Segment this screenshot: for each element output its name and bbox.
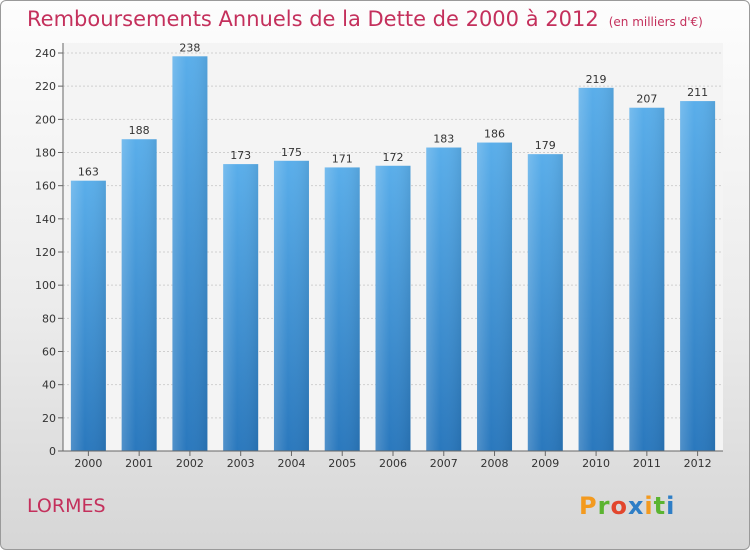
y-tick-label: 60	[42, 346, 56, 359]
bar-shade	[578, 87, 614, 451]
bar-shade	[629, 107, 665, 451]
proxiti-logo[interactable]: Proxiti	[579, 492, 675, 520]
data-label: 173	[230, 149, 251, 162]
data-label: 175	[281, 146, 302, 159]
y-tick-label: 200	[35, 113, 56, 126]
chart-unit-note: (en milliers d'€)	[608, 15, 703, 29]
logo-letter: i	[666, 492, 676, 520]
logo-letter: o	[610, 492, 628, 520]
chart-title: Remboursements Annuels de la Dette de 20…	[27, 7, 703, 31]
x-tick-label: 2000	[74, 457, 102, 470]
data-label: 188	[129, 124, 150, 137]
bars	[70, 56, 716, 452]
data-label: 211	[687, 86, 708, 99]
x-tick-label: 2007	[430, 457, 458, 470]
axes	[58, 43, 723, 456]
x-tick-label: 2012	[684, 457, 712, 470]
y-tick-label: 220	[35, 80, 56, 93]
bar-shade	[477, 142, 513, 452]
logo-letter: i	[644, 492, 654, 520]
location-name: LORMES	[27, 495, 106, 517]
data-label: 238	[179, 41, 200, 54]
bar-shade	[680, 101, 716, 451]
bar-shade	[324, 167, 360, 452]
x-tick-label: 2001	[125, 457, 153, 470]
bar-shade	[273, 160, 309, 451]
logo-letter: x	[627, 492, 645, 520]
bar-shade	[172, 56, 208, 452]
y-tick-label: 20	[42, 412, 56, 425]
data-label: 183	[433, 133, 454, 146]
data-label: 207	[636, 93, 657, 106]
y-tick-label: 100	[35, 279, 56, 292]
bar-shade	[223, 164, 259, 451]
y-tick-label: 0	[49, 445, 56, 458]
data-label: 186	[484, 128, 505, 141]
x-tick-label: 2008	[481, 457, 509, 470]
x-tick-label: 2002	[176, 457, 204, 470]
data-label: 179	[535, 139, 556, 152]
data-label: 171	[332, 152, 353, 165]
labels: 0 20 40 60 80 100 120 140 160 180 200 220 240 163 2000…	[35, 41, 712, 470]
bar-shade	[70, 180, 106, 452]
y-tick-label: 240	[35, 47, 56, 60]
y-tick-label: 140	[35, 213, 56, 226]
bar-shade	[121, 139, 157, 451]
bar-shade	[426, 147, 462, 451]
data-label: 219	[586, 73, 607, 86]
logo-letter: P	[579, 492, 598, 520]
logo-letter: t	[653, 492, 667, 520]
bar-shade	[375, 165, 411, 451]
y-tick-label: 180	[35, 147, 56, 160]
data-label: 172	[383, 151, 404, 164]
x-tick-label: 2009	[531, 457, 559, 470]
y-tick-label: 80	[42, 312, 56, 325]
y-tick-label: 120	[35, 246, 56, 259]
bar-shade	[527, 154, 563, 452]
data-label: 163	[78, 166, 99, 179]
y-tick-label: 40	[42, 379, 56, 392]
y-tick-label: 160	[35, 180, 56, 193]
x-tick-label: 2006	[379, 457, 407, 470]
x-tick-label: 2011	[633, 457, 661, 470]
logo-letter: r	[597, 492, 611, 520]
x-tick-label: 2003	[227, 457, 255, 470]
x-tick-label: 2010	[582, 457, 610, 470]
x-tick-label: 2004	[277, 457, 305, 470]
chart-title-text: Remboursements Annuels de la Dette de 20…	[27, 7, 599, 31]
x-tick-label: 2005	[328, 457, 356, 470]
